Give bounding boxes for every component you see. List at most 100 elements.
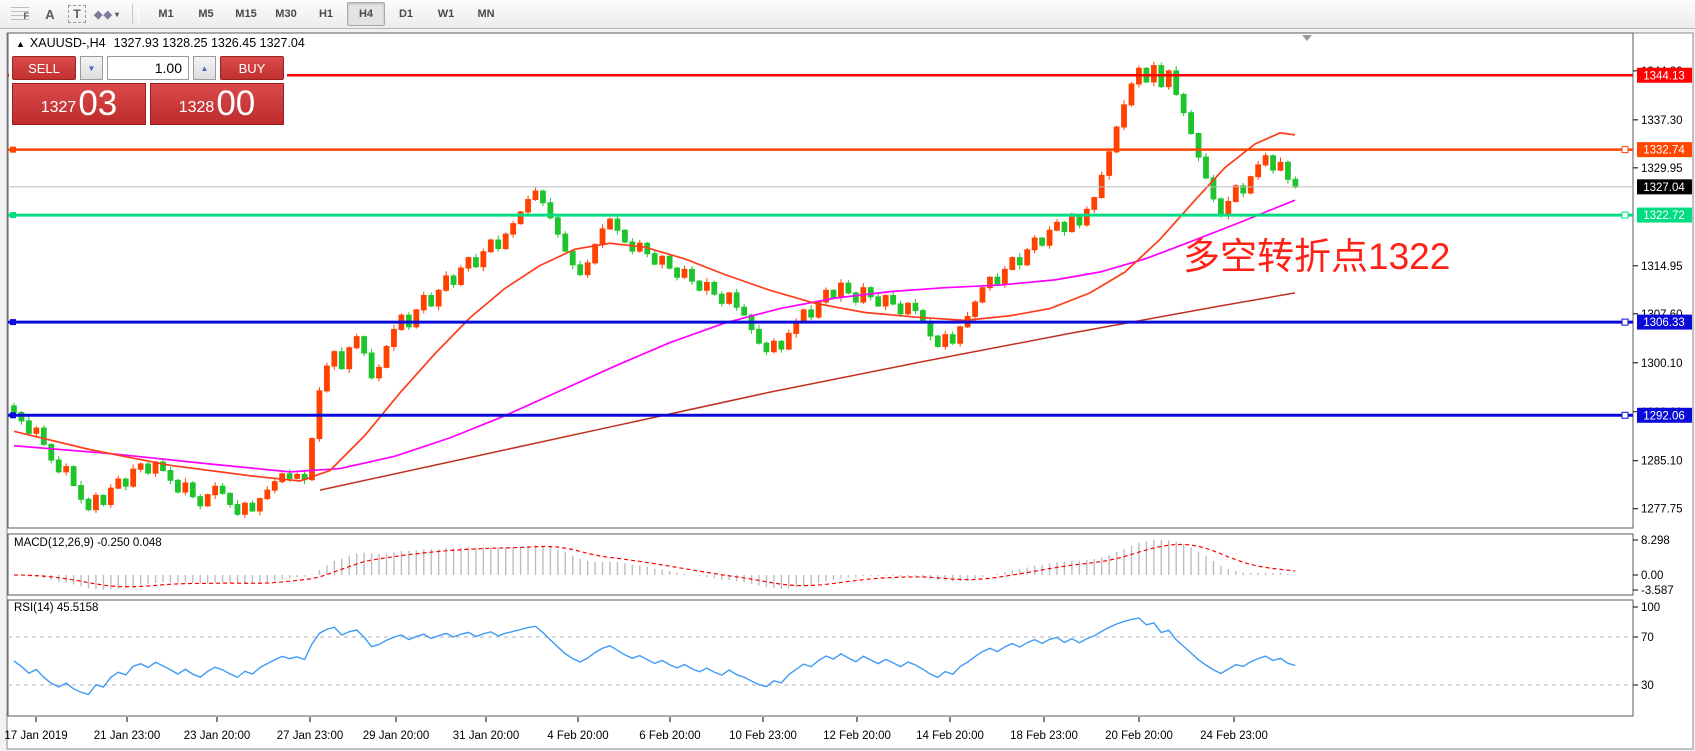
ohlc-values: 1327.93 1328.25 1326.45 1327.04: [113, 36, 305, 50]
price-badge-label: 1332.74: [1643, 145, 1685, 157]
candle-body: [934, 335, 941, 347]
candle-body: [286, 473, 293, 479]
candle-body: [346, 347, 353, 370]
price-badge: [1637, 179, 1692, 195]
candle-body: [55, 459, 62, 473]
time-axis-label: 31 Jan 20:00: [453, 730, 520, 742]
triangle-up-icon: ▲: [16, 39, 25, 49]
volume-input[interactable]: [107, 56, 189, 80]
volume-decrease-button[interactable]: ▼: [80, 56, 103, 80]
candle-body: [11, 405, 17, 413]
bid-price-panel[interactable]: 1327 03: [12, 83, 146, 125]
tf-button-M15[interactable]: M15: [235, 8, 257, 20]
candle-body: [160, 461, 166, 472]
candle-body: [1009, 257, 1016, 270]
candle-body: [256, 498, 263, 512]
candle-body: [420, 295, 427, 311]
rsi-pane: [7, 599, 1634, 717]
price-badge-label: 1306.33: [1643, 317, 1685, 329]
candle-body: [957, 326, 964, 344]
candle-body: [309, 438, 315, 481]
candle-body: [368, 352, 375, 379]
buy-button[interactable]: BUY: [220, 56, 284, 80]
ask-price-panel[interactable]: 1328 00: [150, 83, 284, 125]
candle-body: [383, 345, 390, 368]
tf-button-M30[interactable]: M30: [275, 8, 297, 20]
candle-body: [1076, 216, 1083, 226]
candle-body: [495, 239, 502, 250]
hline-handle[interactable]: [1621, 146, 1629, 154]
time-axis-label: 18 Feb 23:00: [1010, 730, 1078, 742]
candle-body: [1128, 83, 1135, 106]
hline-handle[interactable]: [10, 212, 16, 219]
candle-body: [227, 492, 233, 505]
shapes-dropdown-icon[interactable]: ◆◆ ▾: [94, 8, 120, 21]
price-tick-label: 1285.10: [1641, 456, 1683, 468]
sell-button[interactable]: SELL: [12, 56, 76, 80]
candle-body: [234, 503, 241, 515]
tf-button-M5[interactable]: M5: [198, 8, 214, 20]
candle-body: [592, 244, 599, 264]
tf-button-H4[interactable]: H4: [347, 2, 385, 26]
ask-price-big: 00: [216, 84, 256, 123]
candle-body: [1024, 249, 1031, 266]
tf-button-W1[interactable]: W1: [437, 8, 455, 20]
candle-body: [428, 295, 435, 307]
tf-button-M1[interactable]: M1: [158, 8, 174, 20]
time-axis-label: 21 Jan 23:00: [94, 730, 161, 742]
tf-button-D1[interactable]: D1: [398, 8, 414, 20]
candle-body: [852, 292, 859, 303]
candle-body: [711, 281, 718, 295]
candle-body: [167, 470, 174, 481]
candle-body: [1016, 257, 1023, 266]
toolbar: F A T ◆◆ ▾ M1 M5 M15 M30 H1 H4 D1 W1 MN: [0, 0, 1695, 29]
candle-body: [674, 267, 680, 278]
candle-body: [353, 336, 360, 349]
price-badge: [1637, 207, 1692, 223]
time-axis-label: 27 Jan 23:00: [277, 730, 344, 742]
candle-body: [525, 199, 531, 213]
time-axis-label: 24 Feb 23:00: [1200, 730, 1268, 742]
hline-handle[interactable]: [1621, 211, 1629, 219]
hline-handle[interactable]: [10, 412, 16, 419]
text-box-icon[interactable]: T: [68, 5, 86, 23]
hline-handle[interactable]: [1621, 411, 1629, 419]
candle-body: [920, 310, 926, 323]
tf-button-MN[interactable]: MN: [477, 8, 495, 20]
candle-body: [651, 253, 658, 265]
candle-body: [1232, 185, 1239, 202]
candle-body: [219, 485, 226, 494]
rsi-label: RSI(14) 45.5158: [14, 602, 99, 614]
price-badge: [1637, 407, 1692, 423]
grid-f-icon[interactable]: F: [11, 7, 29, 21]
candle-body: [1113, 126, 1120, 153]
time-axis-label: 29 Jan 20:00: [363, 730, 430, 742]
candle-body: [1061, 221, 1068, 233]
candle-body: [152, 461, 159, 474]
candle-body: [473, 257, 479, 268]
candle-body: [450, 275, 457, 285]
hline-handle[interactable]: [1621, 318, 1629, 326]
hline-handle[interactable]: [10, 319, 16, 326]
candle-body: [130, 468, 137, 487]
price-tick-label: 1329.95: [1641, 163, 1683, 175]
candle-body: [413, 309, 420, 328]
candle-body: [1150, 65, 1157, 83]
candle-body: [1247, 176, 1254, 194]
bid-price-small: 1327: [40, 99, 77, 116]
candle-body: [867, 287, 874, 298]
candle-body: [100, 494, 107, 505]
candle-body: [666, 255, 673, 269]
candle-body: [212, 485, 219, 496]
candle-body: [1210, 177, 1217, 200]
text-label-icon[interactable]: A: [45, 6, 55, 22]
candle-body: [972, 301, 978, 317]
candle-body: [1188, 112, 1194, 135]
volume-increase-button[interactable]: ▲: [193, 56, 216, 80]
candle-body: [376, 366, 382, 379]
candle-body: [622, 229, 628, 243]
hline-handle[interactable]: [10, 146, 16, 153]
time-axis-label: 17 Jan 2019: [4, 730, 67, 742]
tf-button-H1[interactable]: H1: [318, 8, 334, 20]
